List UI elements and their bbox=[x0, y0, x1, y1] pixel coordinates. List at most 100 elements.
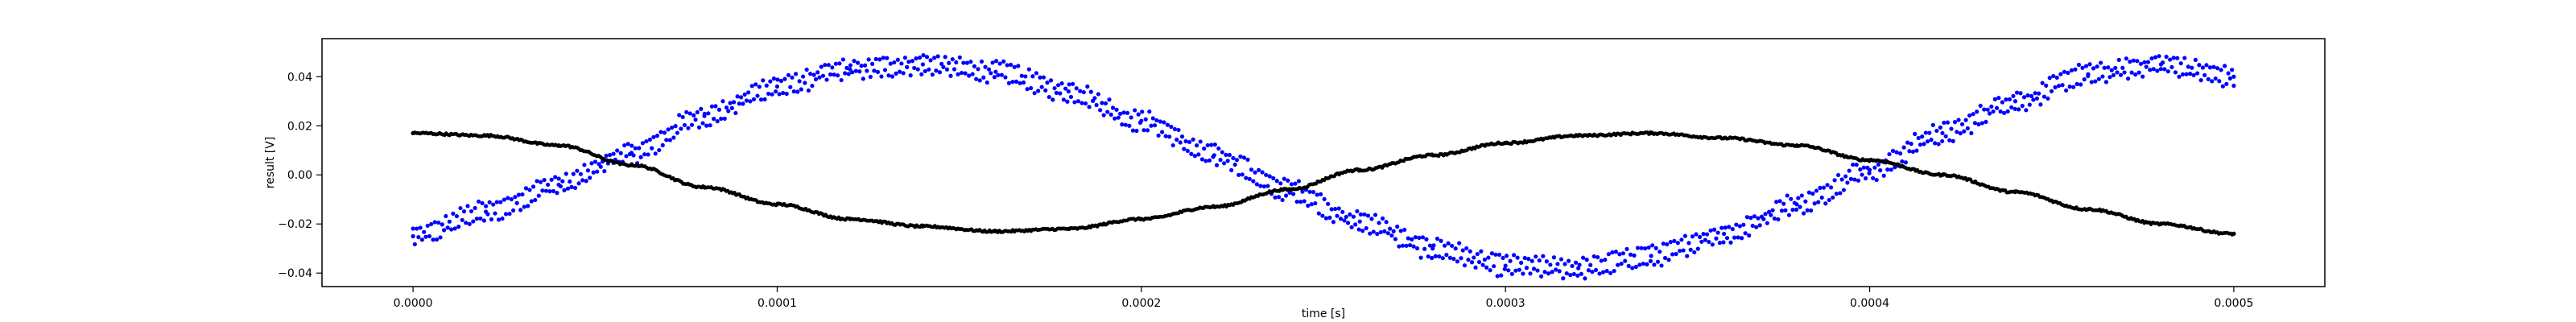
data-point bbox=[1291, 192, 1296, 196]
data-point bbox=[964, 60, 969, 65]
data-point bbox=[782, 76, 787, 81]
data-point bbox=[1101, 113, 1106, 118]
data-point bbox=[1353, 222, 1358, 227]
data-point bbox=[1633, 264, 1638, 270]
data-point bbox=[1732, 235, 1737, 240]
data-point bbox=[1453, 246, 1458, 251]
data-point bbox=[2033, 91, 2037, 96]
data-point bbox=[1847, 168, 1852, 173]
data-point bbox=[1570, 263, 1575, 269]
data-point bbox=[1801, 211, 1806, 216]
data-point bbox=[1411, 244, 1416, 249]
data-point bbox=[2031, 97, 2036, 102]
data-point bbox=[820, 73, 826, 78]
data-point bbox=[803, 80, 807, 85]
data-point bbox=[1402, 227, 1407, 233]
data-point bbox=[848, 63, 853, 68]
data-point bbox=[432, 220, 437, 225]
data-point bbox=[923, 68, 927, 74]
data-point bbox=[1531, 266, 1537, 271]
data-point bbox=[1535, 268, 1540, 273]
data-point bbox=[1170, 142, 1175, 148]
data-point bbox=[1336, 206, 1341, 211]
data-point bbox=[514, 200, 519, 205]
data-point bbox=[1283, 193, 1289, 198]
data-point bbox=[2158, 221, 2164, 226]
data-point bbox=[556, 143, 561, 148]
data-point bbox=[1515, 255, 1520, 260]
data-point bbox=[1659, 263, 1664, 268]
data-point bbox=[1098, 108, 1103, 113]
data-point bbox=[425, 223, 430, 229]
data-point bbox=[473, 205, 477, 211]
data-point bbox=[742, 92, 747, 97]
data-point bbox=[1113, 116, 1117, 121]
data-point bbox=[1360, 229, 1365, 233]
data-point bbox=[1198, 139, 1203, 144]
data-point bbox=[1885, 167, 1890, 172]
data-point bbox=[1348, 212, 1352, 217]
data-point bbox=[1176, 127, 1181, 133]
data-point bbox=[1858, 167, 1863, 172]
data-point bbox=[1034, 71, 1039, 76]
data-point bbox=[817, 75, 822, 80]
data-point bbox=[950, 56, 955, 62]
data-point bbox=[2013, 106, 2017, 111]
data-point bbox=[1940, 172, 1945, 177]
data-point bbox=[602, 169, 607, 174]
data-point bbox=[1641, 261, 1645, 266]
data-point bbox=[1395, 224, 1400, 229]
data-point bbox=[1528, 271, 1533, 276]
data-point bbox=[651, 134, 656, 139]
data-point bbox=[451, 211, 456, 216]
data-point bbox=[1260, 170, 1265, 175]
data-point bbox=[671, 135, 676, 140]
data-point bbox=[935, 54, 940, 59]
data-point bbox=[1344, 214, 1348, 220]
data-point bbox=[1150, 116, 1155, 121]
data-point bbox=[2158, 62, 2164, 67]
data-point bbox=[1121, 110, 1126, 115]
data-point bbox=[500, 216, 505, 221]
data-point bbox=[530, 184, 536, 189]
data-point bbox=[502, 197, 506, 202]
data-point bbox=[709, 104, 715, 109]
data-point bbox=[1920, 134, 1925, 139]
x-tick-label: 0.0002 bbox=[1121, 297, 1161, 310]
data-point bbox=[1377, 221, 1381, 225]
data-point bbox=[1976, 122, 1981, 126]
data-point bbox=[1750, 223, 1755, 229]
data-point bbox=[2231, 83, 2236, 89]
data-point bbox=[1996, 96, 2001, 101]
data-point bbox=[855, 60, 861, 65]
data-point bbox=[1278, 181, 1283, 186]
data-point bbox=[535, 179, 539, 184]
data-point bbox=[2202, 72, 2207, 77]
data-point bbox=[892, 60, 897, 65]
data-point bbox=[543, 188, 548, 193]
data-point bbox=[1156, 133, 1161, 138]
data-point bbox=[993, 69, 998, 74]
data-point bbox=[954, 60, 959, 65]
data-point bbox=[529, 199, 534, 204]
data-point bbox=[478, 216, 483, 221]
data-point bbox=[1643, 246, 1648, 251]
data-point bbox=[2073, 67, 2078, 72]
data-point bbox=[1588, 262, 1593, 267]
data-point bbox=[2193, 57, 2198, 62]
data-point bbox=[526, 204, 530, 208]
data-point bbox=[1023, 74, 1028, 79]
data-point bbox=[804, 67, 809, 72]
data-point bbox=[1876, 162, 1881, 167]
x-tick-label: 0.0004 bbox=[1850, 297, 1889, 310]
data-point bbox=[1185, 148, 1190, 154]
data-point bbox=[1430, 255, 1435, 261]
data-point bbox=[1315, 192, 1319, 197]
data-point bbox=[1747, 233, 1752, 238]
data-point bbox=[974, 76, 979, 81]
data-point bbox=[1492, 264, 1496, 269]
data-point bbox=[2219, 68, 2223, 72]
data-point bbox=[741, 101, 745, 106]
data-point bbox=[1139, 118, 1144, 123]
data-point bbox=[877, 57, 882, 62]
